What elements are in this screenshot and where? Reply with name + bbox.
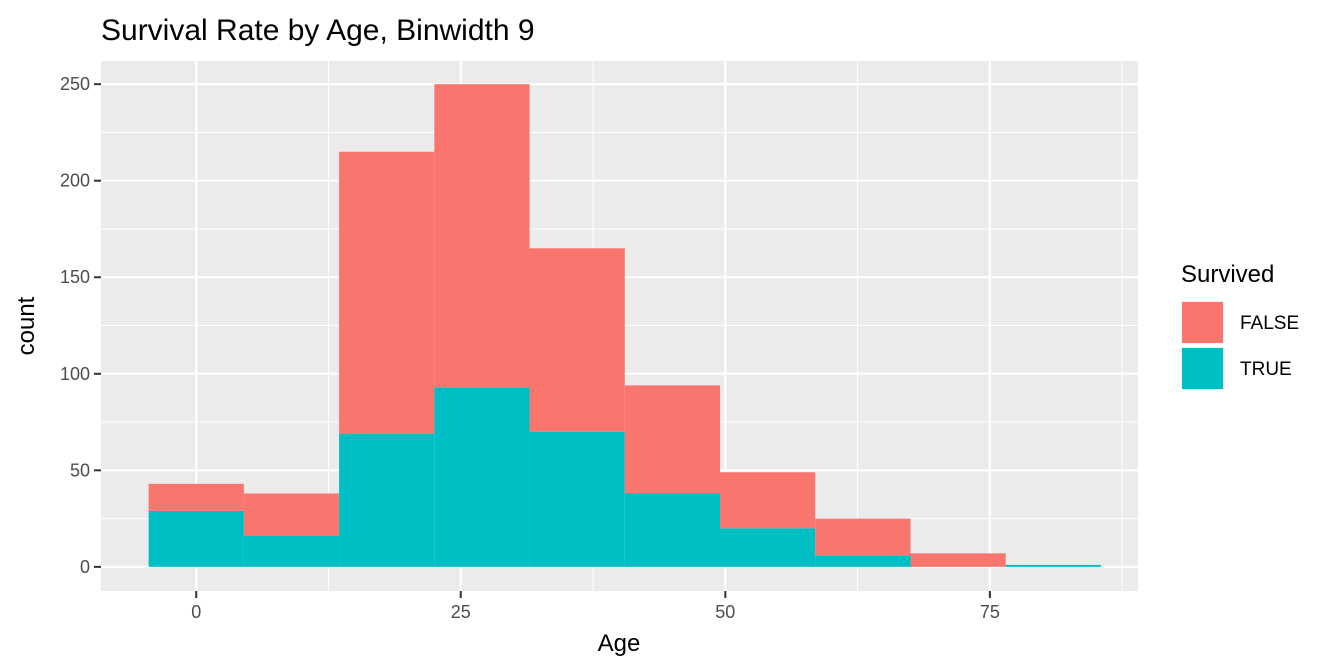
bar-true	[624, 493, 721, 567]
bar-true	[720, 528, 816, 567]
bar-true	[148, 510, 244, 567]
bar-false	[243, 493, 340, 536]
bar-false	[529, 248, 625, 432]
bar-true	[243, 535, 340, 567]
bar-false	[624, 385, 721, 494]
y-tick-label: 250	[60, 74, 90, 94]
bar-true	[529, 431, 625, 567]
legend-label-true: TRUE	[1240, 359, 1292, 380]
y-tick-label: 100	[60, 364, 90, 384]
y-axis: 0 50 100 150 200 250	[60, 74, 101, 577]
legend-label-false: FALSE	[1240, 313, 1299, 334]
bar-true	[815, 555, 911, 567]
x-tick-label: 0	[191, 602, 201, 622]
bar-false	[815, 518, 911, 556]
legend-swatch-false	[1182, 302, 1223, 343]
y-tick-label: 150	[60, 267, 90, 287]
x-axis: 0 25 50 75	[191, 591, 1000, 622]
y-tick-label: 50	[70, 460, 90, 480]
x-tick-label: 75	[980, 602, 1000, 622]
bar-false	[148, 483, 244, 511]
x-axis-title: Age	[598, 630, 641, 657]
legend-swatch-true	[1182, 348, 1223, 389]
bar-false	[434, 84, 530, 388]
y-tick-label: 200	[60, 171, 90, 191]
legend: Survived FALSE TRUE	[1181, 261, 1299, 390]
bars	[148, 84, 1101, 567]
bar-false	[339, 151, 435, 434]
bar-true	[434, 387, 530, 567]
bar-false	[720, 472, 816, 529]
bar-true	[339, 433, 435, 567]
bar-true	[1005, 564, 1101, 567]
y-axis-title: count	[13, 296, 40, 355]
chart-title: Survival Rate by Age, Binwidth 9	[101, 14, 535, 47]
y-tick-label: 0	[80, 557, 90, 577]
x-tick-label: 50	[715, 602, 735, 622]
bar-false	[910, 553, 1006, 567]
legend-title: Survived	[1181, 261, 1274, 288]
x-tick-label: 25	[451, 602, 471, 622]
